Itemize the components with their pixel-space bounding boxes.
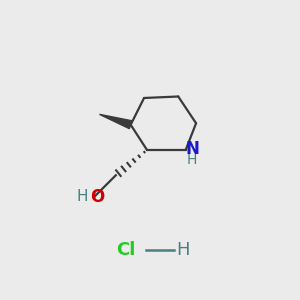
Text: Cl: Cl	[116, 241, 136, 259]
Text: H: H	[187, 152, 197, 167]
Text: O: O	[90, 188, 104, 206]
Text: H: H	[76, 189, 88, 204]
Polygon shape	[100, 114, 132, 129]
Text: N: N	[185, 140, 199, 158]
Text: H: H	[176, 241, 189, 259]
